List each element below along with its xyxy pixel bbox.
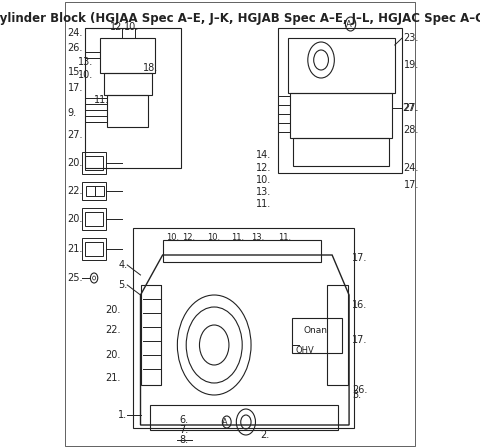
Text: 10.: 10. bbox=[256, 175, 271, 185]
Text: 16.: 16. bbox=[352, 300, 367, 310]
Bar bbox=[85, 242, 103, 256]
Text: 20.: 20. bbox=[105, 350, 120, 360]
Bar bbox=[141, 285, 161, 385]
Text: 23.: 23. bbox=[404, 33, 419, 43]
Text: 26.: 26. bbox=[352, 385, 367, 395]
Text: 1.: 1. bbox=[118, 410, 127, 420]
Text: 9.: 9. bbox=[68, 108, 77, 118]
Bar bbox=[133, 228, 354, 428]
Text: 20.: 20. bbox=[68, 214, 83, 224]
Bar bbox=[327, 285, 348, 385]
Text: 24.: 24. bbox=[404, 163, 419, 173]
Bar bbox=[82, 208, 106, 230]
Bar bbox=[290, 93, 392, 138]
Text: 20.: 20. bbox=[68, 158, 83, 168]
Text: 27.: 27. bbox=[404, 103, 419, 113]
Text: Cylinder Block (HGJAA Spec A–E, J–K, HGJAB Spec A–E, J–L, HGJAC Spec A–C): Cylinder Block (HGJAA Spec A–E, J–K, HGJ… bbox=[0, 12, 480, 25]
Text: 5.: 5. bbox=[118, 280, 127, 290]
Text: Onan: Onan bbox=[303, 326, 327, 335]
Text: 11.: 11. bbox=[278, 233, 291, 241]
Text: A: A bbox=[346, 20, 351, 29]
Text: 13.: 13. bbox=[78, 57, 93, 67]
Bar bbox=[95, 186, 104, 196]
Text: 8.: 8. bbox=[180, 435, 189, 445]
Text: 13.: 13. bbox=[256, 187, 271, 197]
Text: 3.: 3. bbox=[352, 390, 361, 400]
Bar bbox=[288, 38, 395, 93]
Bar bbox=[82, 238, 106, 260]
Text: 17.: 17. bbox=[352, 253, 367, 263]
Text: 27.: 27. bbox=[68, 130, 83, 140]
Text: 12.: 12. bbox=[109, 22, 125, 32]
Text: 27.: 27. bbox=[402, 103, 418, 113]
Bar bbox=[85, 212, 103, 226]
Text: 10.: 10. bbox=[166, 233, 180, 241]
Text: 17.: 17. bbox=[404, 180, 419, 190]
Text: 21.: 21. bbox=[68, 244, 83, 254]
Text: 12.: 12. bbox=[255, 163, 271, 173]
Bar bbox=[163, 240, 321, 262]
Bar bbox=[291, 318, 342, 353]
Text: 15.: 15. bbox=[68, 67, 83, 77]
Text: 10.: 10. bbox=[124, 22, 140, 32]
Bar bbox=[82, 152, 106, 174]
Text: 22.: 22. bbox=[68, 186, 83, 196]
Text: 25.: 25. bbox=[68, 273, 83, 283]
Text: 13.: 13. bbox=[251, 233, 264, 241]
Text: 10.: 10. bbox=[78, 70, 93, 80]
Text: 20.: 20. bbox=[105, 305, 120, 315]
Text: 17.: 17. bbox=[68, 83, 83, 93]
Text: 28.: 28. bbox=[404, 125, 419, 135]
Bar bbox=[108, 95, 148, 127]
Bar bbox=[104, 73, 152, 95]
Text: 26.: 26. bbox=[68, 43, 83, 53]
Bar bbox=[86, 186, 95, 196]
Text: 6.: 6. bbox=[180, 415, 189, 425]
Text: A: A bbox=[222, 418, 228, 426]
Text: 2.: 2. bbox=[261, 430, 270, 440]
Text: 24.: 24. bbox=[68, 28, 83, 38]
Bar bbox=[100, 38, 155, 73]
Bar bbox=[150, 405, 338, 430]
Bar bbox=[278, 28, 402, 173]
Text: 17.: 17. bbox=[352, 335, 367, 345]
Text: 22.: 22. bbox=[105, 325, 120, 335]
Bar bbox=[85, 156, 103, 170]
Bar bbox=[293, 138, 389, 166]
Text: 11.: 11. bbox=[231, 233, 244, 241]
Text: 18.: 18. bbox=[143, 63, 158, 73]
Bar bbox=[82, 182, 106, 200]
Text: 14.: 14. bbox=[256, 150, 271, 160]
Text: 12.: 12. bbox=[182, 233, 196, 241]
Text: 4.: 4. bbox=[118, 260, 127, 270]
Text: 21.: 21. bbox=[105, 373, 120, 383]
Text: 7.: 7. bbox=[180, 425, 189, 435]
Text: 10.: 10. bbox=[207, 233, 220, 241]
Text: 11.: 11. bbox=[256, 199, 271, 209]
Bar bbox=[85, 28, 181, 168]
Text: OHV: OHV bbox=[295, 345, 314, 354]
Text: 19.: 19. bbox=[404, 60, 419, 70]
Text: 11.: 11. bbox=[94, 95, 109, 105]
